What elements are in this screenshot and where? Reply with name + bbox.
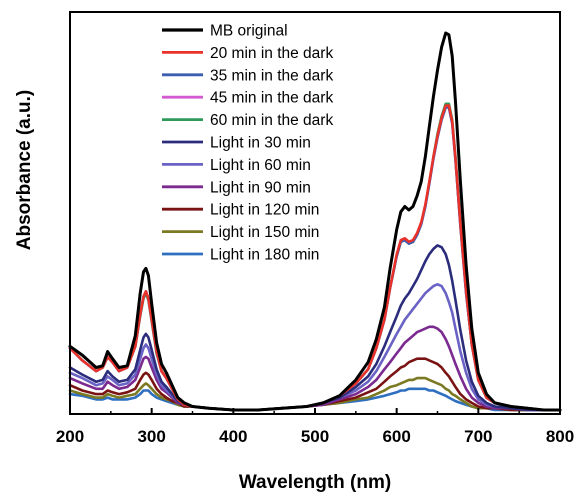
series-line-5: [68, 244, 562, 412]
x-tick-label-2: 400: [219, 427, 247, 446]
legend-label-9: Light in 150 min: [210, 224, 319, 241]
series-layer: [68, 31, 562, 412]
series-line-10: [68, 387, 562, 412]
legend-label-10: Light in 180 min: [210, 247, 319, 264]
x-tick-label-3: 500: [301, 427, 329, 446]
legend-label-6: Light in 60 min: [210, 157, 311, 174]
legend-label-5: Light in 30 min: [210, 135, 311, 152]
legend-label-8: Light in 120 min: [210, 202, 319, 219]
legend-label-3: 45 min in the dark: [210, 90, 333, 107]
x-tick-label-4: 600: [382, 427, 410, 446]
y-axis-title: Absorbance (a.u.): [14, 90, 35, 250]
series-line-9: [68, 376, 562, 412]
x-ticks: [69, 408, 561, 414]
series-line-0: [68, 31, 562, 412]
series-line-1: [68, 104, 562, 412]
series-line-8: [68, 357, 562, 412]
series-line-6: [68, 283, 562, 412]
x-tick-label-5: 700: [464, 427, 492, 446]
legend-label-0: MB original: [210, 23, 288, 40]
x-axis-title: Wavelength (nm): [239, 472, 391, 493]
legend: MB original 20 min in the dark 35 min in t…: [162, 23, 333, 264]
series-line-7: [68, 325, 562, 412]
x-tick-label-1: 300: [137, 427, 165, 446]
x-tick-labels: 200 300 400 500 600 700 800: [56, 427, 574, 446]
legend-label-7: Light in 90 min: [210, 179, 311, 196]
x-tick-label-0: 200: [56, 427, 84, 446]
legend-label-4: 60 min in the dark: [210, 112, 333, 129]
x-tick-label-6: 800: [546, 427, 574, 446]
legend-label-1: 20 min in the dark: [210, 45, 333, 62]
legend-label-2: 35 min in the dark: [210, 67, 333, 84]
